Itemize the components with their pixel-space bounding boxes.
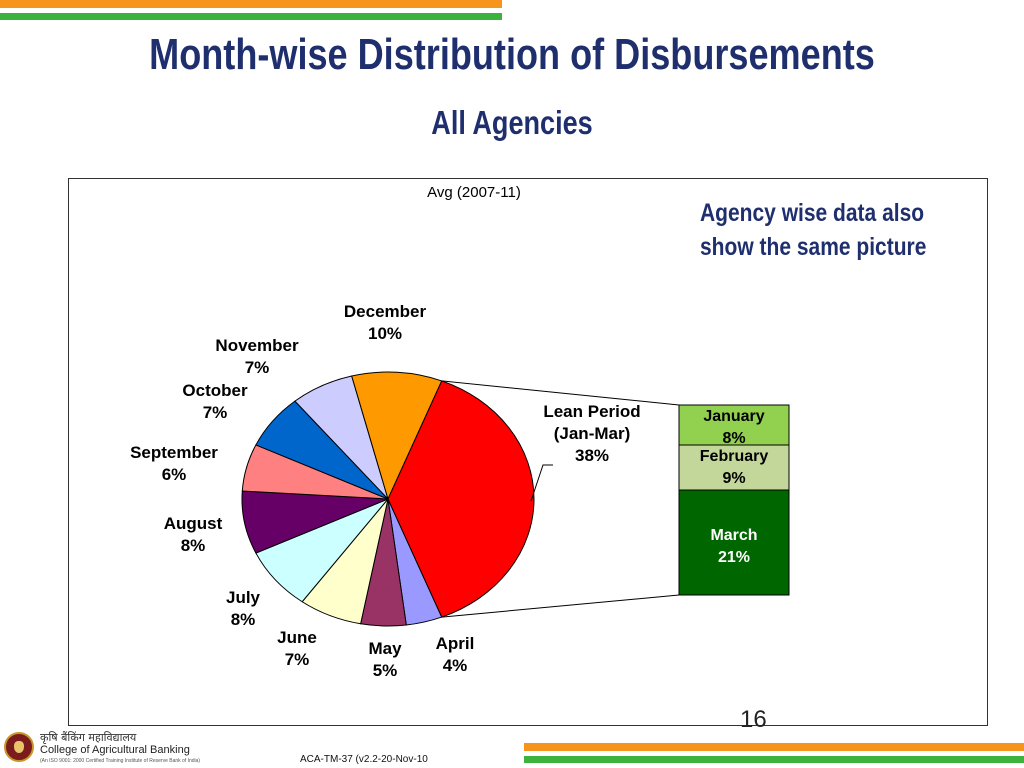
footer-hindi-name: कृषि बैंकिंग महाविद्यालय (40, 731, 137, 744)
slice-label-october: October 7% (182, 381, 248, 422)
lean-label-leader-line (530, 464, 553, 502)
breakdown-segment-march (678, 489, 790, 596)
slice-label-july: July 8% (226, 588, 261, 629)
breakdown-label-march: March 21% (710, 527, 757, 566)
slice-label-december: December 10% (344, 302, 427, 343)
top-green-stripe (0, 13, 502, 20)
footer-college-name: College of Agricultural Banking (40, 744, 190, 756)
top-orange-stripe (0, 0, 502, 8)
bottom-orange-stripe (524, 743, 1024, 751)
connector-line-bottom (441, 594, 680, 618)
slide-subtitle: All Agencies (431, 104, 593, 141)
breakdown-label-january: January 8% (703, 408, 764, 447)
connector-line-top (441, 380, 680, 406)
breakdown-label-february: February 9% (700, 448, 769, 487)
slice-label-june: June 7% (277, 628, 317, 669)
pie-slice-lean-period (387, 380, 535, 618)
slide-title: Month-wise Distribution of Disbursements (149, 30, 875, 79)
page-number: 16 (740, 706, 767, 733)
chart-title: Avg (2007-11) (427, 184, 521, 201)
footer-doc-code: ACA-TM-37 (v2.2-20-Nov-10 (300, 754, 428, 765)
breakdown-segment-january (678, 404, 790, 446)
pie-chart: Avg (2007-11) April 4% May 5% June 7% July 8%Aug… (130, 184, 790, 680)
slice-label-september: September 6% (130, 443, 218, 484)
chart-frame: Avg (2007-11) April 4% May 5% June 7% July 8% Aug… (68, 178, 988, 726)
agency-note: Agency wise data also show the same pict… (700, 199, 927, 261)
slice-label-may: May 5% (368, 639, 402, 680)
slice-label-lean-period: Lean Period (Jan-Mar) 38% (543, 402, 640, 465)
college-logo-icon (4, 732, 34, 762)
pie-slice-december (351, 371, 443, 501)
footer-iso-text: (An ISO 9001: 2000 Certified Training In… (40, 758, 201, 764)
bottom-green-stripe (524, 756, 1024, 763)
slice-label-april: April 4% (436, 634, 475, 675)
breakdown-segment-february (678, 444, 790, 491)
slice-label-august: August 8% (164, 514, 223, 555)
slice-label-november: November 7% (215, 336, 299, 377)
